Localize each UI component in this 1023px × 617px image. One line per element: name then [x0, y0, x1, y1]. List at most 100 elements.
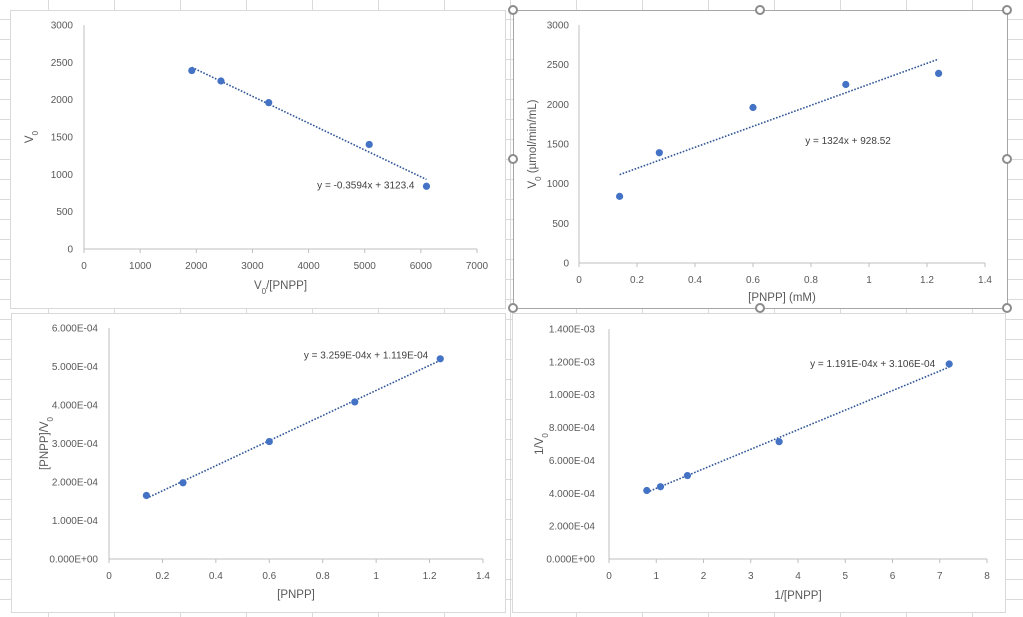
chart-eadie-hofstee[interactable]: 0 1000 2000 3000 4000 5000 6000 7000 0 500 1000 150…: [10, 10, 506, 309]
data-point[interactable]: [265, 437, 273, 446]
x-tick-label: 1: [653, 571, 659, 582]
y-tick-label: 3000: [547, 21, 570, 32]
y-tick-label: 1.000E-04: [52, 516, 99, 527]
y-axis-title: V0 (µmol/min/mL): [527, 99, 543, 188]
chart-hanes-woolf[interactable]: 0 0.2 0.4 0.6 0.8 1 1.2 1.4 0.000E+00 1.000E-04 2.…: [11, 313, 506, 613]
y-tick-label: 8.000E-04: [549, 423, 596, 434]
chart-lineweaver-burk[interactable]: 0 1 2 3 4 5 6 7 8 0.000E+00 2.000E-04 4.000E-04 6.00…: [512, 313, 1006, 613]
trendline-equation[interactable]: y = 1.191E-04x + 3.106E-04: [810, 359, 936, 370]
data-point[interactable]: [351, 398, 359, 406]
y-tick-label: 0.000E+00: [49, 555, 98, 566]
y-tick-label: 2500: [547, 60, 570, 71]
trendline[interactable]: [191, 66, 427, 181]
data-point[interactable]: [655, 149, 663, 157]
chart-michaelis-menten[interactable]: 0 0.2 0.4 0.6 0.8 1 1.2 1.4 0 500 1000 1500 2000 2500…: [513, 10, 1008, 309]
data-point[interactable]: [142, 491, 150, 500]
x-tick-label: 0.2: [155, 571, 169, 582]
y-axis-title: V0: [24, 130, 40, 143]
y-tick-label: 2000: [547, 100, 570, 111]
y-tick-label: 3.000E-04: [52, 439, 99, 450]
y-axis-title: [PNPP]/V0: [39, 416, 55, 470]
x-axis-title: V0/[PNPP]: [254, 280, 307, 296]
x-tick-label: 1: [866, 275, 872, 286]
resize-handle-bottom-right[interactable]: [1002, 303, 1012, 313]
y-tick-label: 6.000E-04: [549, 456, 596, 467]
data-point[interactable]: [436, 355, 444, 363]
resize-handle-bottom-center[interactable]: [755, 303, 765, 313]
x-tick-label: 0: [606, 571, 612, 582]
trendline-equation[interactable]: y = 3.259E-04x + 1.119E-04: [304, 350, 429, 361]
x-tick-label: 3000: [241, 261, 264, 272]
x-tick-label: 7000: [466, 261, 489, 272]
y-tick-label: 2.000E-04: [52, 478, 99, 489]
y-tick-label: 1000: [547, 179, 570, 190]
x-tick-label: 5: [842, 571, 848, 582]
y-tick-label: 2500: [51, 58, 74, 69]
y-tick-label: 1.400E-03: [549, 325, 596, 336]
chart-svg-3: 0 1 2 3 4 5 6 7 8 0.000E+00 2.000E-04 4.000E-04 6.00…: [534, 325, 990, 603]
data-point[interactable]: [656, 483, 665, 491]
x-tick-label: 0.6: [746, 275, 760, 286]
resize-handle-middle-left[interactable]: [508, 154, 518, 164]
y-tick-label: 2.000E-04: [549, 522, 596, 533]
resize-handle-top-right[interactable]: [1002, 5, 1012, 15]
y-tick-label: 500: [552, 219, 569, 230]
resize-handle-middle-right[interactable]: [1002, 154, 1012, 164]
trendline-equation[interactable]: y = -0.3594x + 3123.4: [317, 180, 415, 191]
x-tick-label: 2: [701, 571, 707, 582]
y-tick-label: 0: [563, 259, 569, 270]
data-point[interactable]: [643, 486, 651, 495]
x-tick-label: 0: [576, 275, 582, 286]
x-tick-label: 0.6: [262, 571, 276, 582]
x-tick-label: 6: [890, 571, 896, 582]
x-tick-label: 2000: [185, 261, 208, 272]
resize-handle-top-center[interactable]: [755, 5, 765, 15]
x-tick-label: 1000: [129, 261, 152, 272]
trendline[interactable]: [619, 58, 939, 176]
x-tick-label: 4: [795, 571, 801, 582]
x-tick-label: 0.8: [316, 571, 330, 582]
x-tick-label: 3: [748, 571, 754, 582]
data-point[interactable]: [683, 471, 692, 480]
y-axis-title: 1/V0: [534, 433, 550, 455]
y-tick-label: 6.000E-04: [52, 324, 99, 335]
resize-handle-bottom-left[interactable]: [508, 303, 518, 313]
data-point[interactable]: [188, 66, 196, 75]
data-point[interactable]: [945, 360, 953, 368]
trendline[interactable]: [146, 359, 441, 500]
x-axis-title: [PNPP]: [277, 589, 315, 601]
data-point[interactable]: [179, 479, 187, 487]
y-tick-label: 1500: [547, 140, 570, 151]
data-point[interactable]: [842, 80, 850, 89]
data-point[interactable]: [265, 99, 273, 107]
y-tick-label: 4.000E-04: [52, 401, 99, 412]
x-tick-label: 0: [106, 571, 112, 582]
data-point[interactable]: [365, 140, 373, 149]
data-point[interactable]: [616, 192, 624, 200]
x-tick-label: 7: [937, 571, 943, 582]
x-tick-label: 0.4: [209, 571, 223, 582]
data-point[interactable]: [217, 77, 225, 85]
data-point[interactable]: [935, 69, 943, 77]
x-tick-label: 0: [81, 261, 87, 272]
x-tick-label: 5000: [354, 261, 377, 272]
data-point[interactable]: [775, 438, 783, 446]
y-tick-label: 500: [56, 207, 73, 218]
data-point[interactable]: [749, 103, 757, 112]
x-tick-label: 0.4: [688, 275, 702, 286]
y-tick-label: 3000: [51, 21, 74, 32]
data-point[interactable]: [422, 182, 431, 190]
y-tick-label: 2000: [51, 95, 74, 106]
y-tick-label: 1.000E-03: [549, 390, 596, 401]
y-tick-label: 1500: [51, 133, 74, 144]
x-tick-label: 4000: [297, 261, 320, 272]
x-tick-label: 6000: [410, 261, 433, 272]
y-tick-label: 5.000E-04: [52, 362, 99, 373]
y-tick-label: 0: [67, 245, 73, 256]
y-tick-label: 4.000E-04: [549, 489, 596, 500]
resize-handle-top-left[interactable]: [508, 5, 518, 15]
x-tick-label: 1.2: [920, 275, 934, 286]
trendline-equation[interactable]: y = 1324x + 928.52: [805, 136, 891, 147]
x-tick-label: 0.8: [804, 275, 818, 286]
trendline[interactable]: [646, 366, 950, 494]
